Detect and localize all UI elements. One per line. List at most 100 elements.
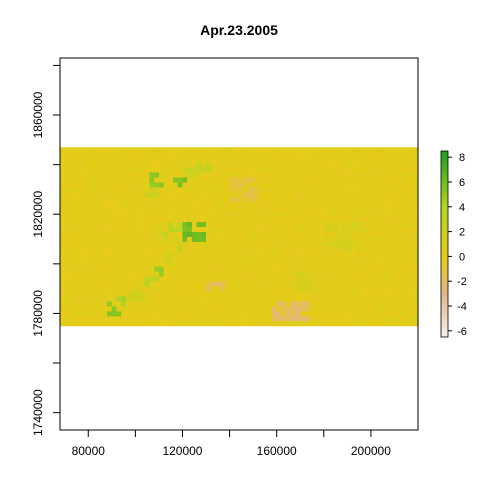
raster-cell xyxy=(333,310,339,317)
raster-cell xyxy=(158,167,165,173)
raster-cell xyxy=(356,216,362,223)
raster-cell xyxy=(215,216,221,223)
raster-cell xyxy=(201,172,207,178)
raster-cell xyxy=(206,306,212,312)
raster-cell xyxy=(229,172,235,178)
raster-cell xyxy=(323,186,329,193)
raster-cell xyxy=(158,281,165,287)
raster-cell xyxy=(342,162,348,168)
raster-cell xyxy=(177,172,183,178)
raster-cell xyxy=(399,201,405,208)
raster-cell xyxy=(74,191,80,198)
raster-cell xyxy=(389,251,395,257)
raster-cell xyxy=(403,196,409,203)
raster-cell xyxy=(333,216,339,223)
raster-cell xyxy=(187,182,193,188)
raster-cell xyxy=(385,246,391,252)
raster-cell xyxy=(191,315,197,322)
raster-cell xyxy=(121,246,127,252)
raster-cell xyxy=(125,162,132,168)
raster-cell xyxy=(116,147,122,153)
raster-cell xyxy=(107,281,113,287)
raster-cell xyxy=(149,271,155,277)
raster-cell xyxy=(366,315,372,322)
raster-cell xyxy=(323,206,329,213)
raster-cell xyxy=(144,201,150,208)
raster-cell xyxy=(309,276,315,282)
raster-cell xyxy=(97,177,103,183)
raster-cell xyxy=(366,241,372,247)
raster-cell xyxy=(69,320,75,327)
raster-cell xyxy=(385,172,391,178)
raster-cell xyxy=(342,261,348,267)
raster-cell xyxy=(130,251,136,257)
raster-cell xyxy=(140,206,146,213)
raster-cell xyxy=(168,286,174,292)
raster-cell xyxy=(88,310,94,317)
raster-cell xyxy=(224,157,230,163)
raster-cell xyxy=(135,276,141,282)
raster-cell xyxy=(394,271,400,277)
raster-cell xyxy=(158,236,165,242)
raster-cell xyxy=(394,286,400,292)
raster-cell xyxy=(92,211,99,218)
raster-cell xyxy=(257,271,263,277)
raster-cell xyxy=(276,211,282,218)
raster-cell xyxy=(140,231,146,237)
raster-cell xyxy=(154,157,160,163)
raster-cell xyxy=(220,221,226,228)
raster-cell xyxy=(413,266,419,272)
raster-cell xyxy=(328,276,334,282)
raster-cell xyxy=(337,320,344,327)
raster-cell xyxy=(60,286,66,292)
raster-cell xyxy=(281,152,287,158)
raster-cell xyxy=(248,211,254,218)
raster-cell xyxy=(408,211,414,218)
raster-cell xyxy=(224,147,230,153)
raster-cell xyxy=(337,315,344,322)
raster-cell xyxy=(290,301,296,307)
raster-cell xyxy=(347,177,353,183)
raster-cell xyxy=(107,291,113,297)
raster-cell xyxy=(239,167,245,173)
raster-cell xyxy=(389,182,395,188)
raster-cell xyxy=(314,286,320,292)
raster-cell xyxy=(97,196,103,203)
raster-cell xyxy=(187,191,193,198)
raster-cell xyxy=(149,246,155,252)
raster-cell xyxy=(182,251,188,257)
raster-cell xyxy=(262,291,268,297)
legend-swatch xyxy=(441,197,448,201)
raster-cell xyxy=(125,186,132,193)
raster-cell xyxy=(125,147,132,153)
raster-cell xyxy=(182,256,188,262)
raster-cell xyxy=(182,172,188,178)
raster-cell xyxy=(380,320,386,327)
raster-cell xyxy=(380,251,386,257)
raster-cell xyxy=(304,236,311,242)
raster-cell xyxy=(366,246,372,252)
raster-cell xyxy=(262,296,268,302)
raster-cell xyxy=(314,231,320,237)
raster-cell xyxy=(201,286,207,292)
raster-cell xyxy=(290,320,296,327)
raster-cell xyxy=(375,241,381,247)
raster-cell xyxy=(253,216,259,223)
raster-cell xyxy=(182,231,188,237)
legend-swatch xyxy=(441,206,448,211)
raster-cell xyxy=(149,241,155,247)
raster-cell xyxy=(234,206,240,213)
raster-cell xyxy=(220,216,226,223)
raster-cell xyxy=(201,226,207,232)
raster-cell xyxy=(356,301,362,307)
raster-cell xyxy=(107,186,113,193)
raster-cell xyxy=(173,296,179,302)
raster-cell xyxy=(135,221,141,228)
raster-cell xyxy=(158,296,165,302)
raster-cell xyxy=(370,310,376,317)
raster-cell xyxy=(121,221,127,228)
raster-cell xyxy=(389,310,395,317)
raster-cell xyxy=(399,182,405,188)
raster-cell xyxy=(328,296,334,302)
raster-cell xyxy=(295,177,301,183)
